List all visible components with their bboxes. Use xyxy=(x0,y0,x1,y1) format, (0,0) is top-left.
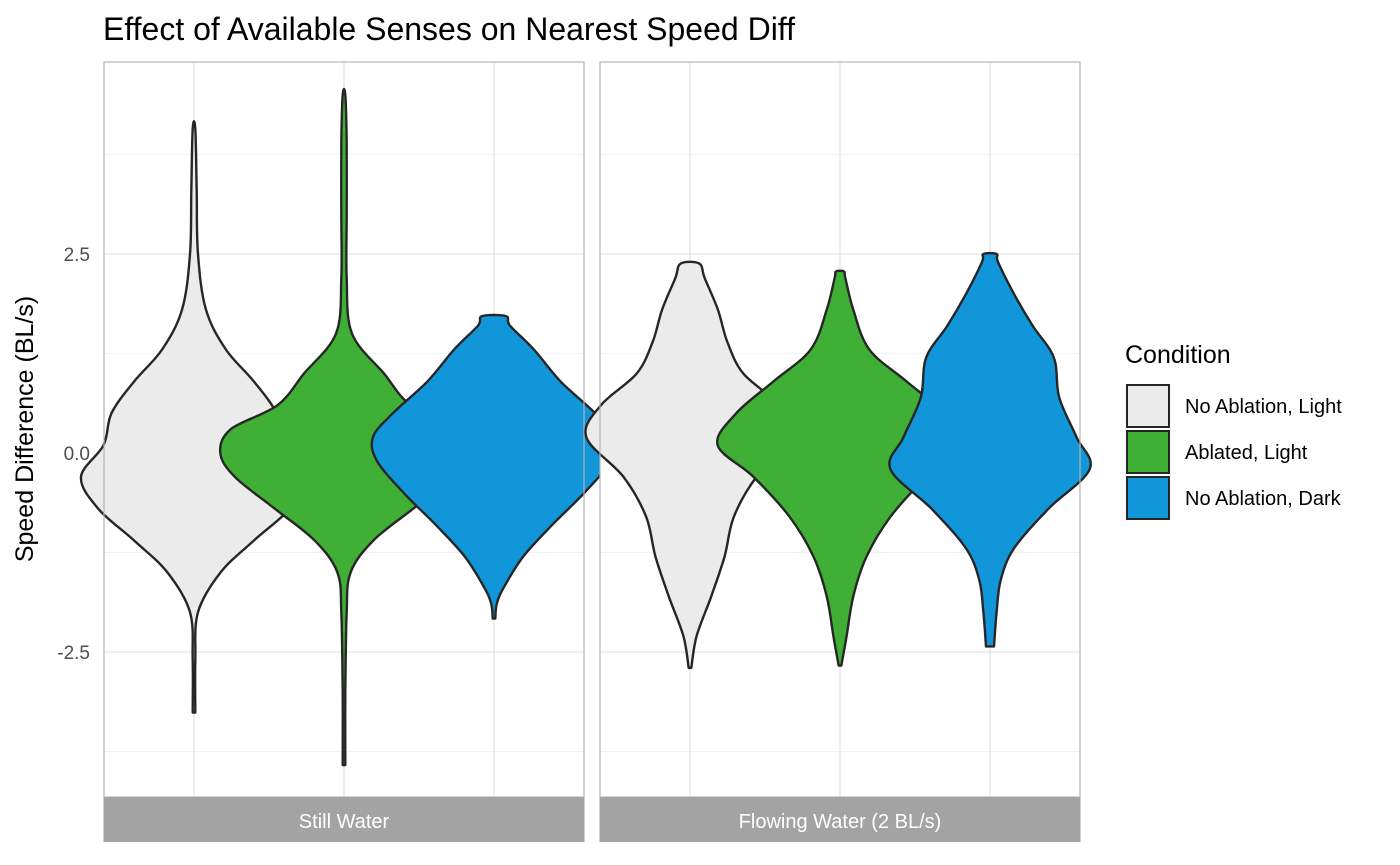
legend-swatch xyxy=(1126,476,1170,520)
y-tick-label: 2.5 xyxy=(64,245,90,266)
y-axis-title: Speed Difference (BL/s) xyxy=(11,296,39,562)
facet-strip xyxy=(103,797,585,842)
violin xyxy=(370,313,618,620)
legend-label: Ablated, Light xyxy=(1185,442,1308,464)
facet-panel: Flowing Water (2 BL/s) xyxy=(584,61,1092,842)
facet-panels: Still Water Flowing Water (2 BL/s) xyxy=(79,61,1092,842)
y-tick-label: -2.5 xyxy=(57,643,90,664)
facet-strip-label: Still Water xyxy=(299,811,390,833)
violin xyxy=(888,251,1092,648)
legend-item: Ablated, Light xyxy=(1126,430,1308,474)
legend-label: No Ablation, Light xyxy=(1185,396,1342,418)
facet-panel: Still Water xyxy=(79,61,618,842)
violin xyxy=(716,269,964,667)
facet-strip xyxy=(599,797,1081,842)
legend-items: No Ablation, Light Ablated, Light No Ablat… xyxy=(1126,384,1342,520)
y-tick-labels: -2.5 0.0 2.5 xyxy=(57,245,90,664)
legend-label: No Ablation, Dark xyxy=(1185,488,1342,510)
violin xyxy=(584,260,796,670)
legend-swatch xyxy=(1126,430,1170,474)
legend: Condition No Ablation, Light Ablated, Lig… xyxy=(1125,341,1342,520)
legend-item: No Ablation, Light xyxy=(1126,384,1342,428)
legend-title: Condition xyxy=(1125,341,1231,369)
y-tick-label: 0.0 xyxy=(64,444,90,465)
chart-title: Effect of Available Senses on Nearest Sp… xyxy=(103,11,795,47)
legend-item: No Ablation, Dark xyxy=(1126,476,1342,520)
violin xyxy=(218,87,470,767)
legend-swatch xyxy=(1126,384,1170,428)
facet-strip-label: Flowing Water (2 BL/s) xyxy=(739,811,942,833)
